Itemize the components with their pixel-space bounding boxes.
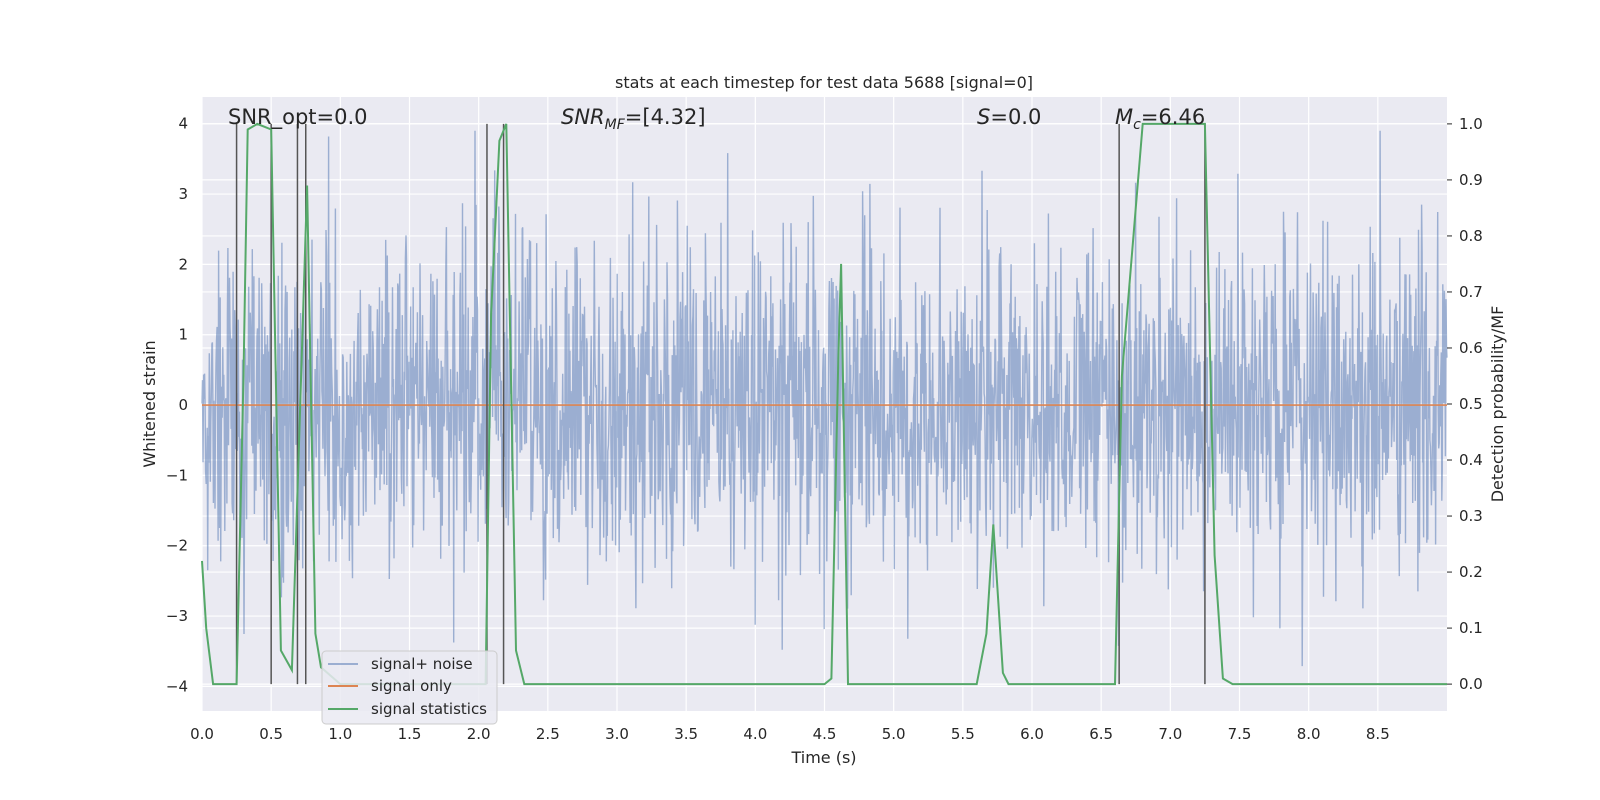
x-tick-label: 5.0 (882, 725, 906, 743)
signal-statistics-trace (201, 122, 1447, 686)
y-right-tick-label: 0.1 (1459, 619, 1483, 637)
vertical-marker-lines (235, 123, 1206, 685)
legend-label-signal-only: signal only (371, 677, 452, 695)
x-tick-label: 3.0 (605, 725, 629, 743)
annotation-mc: Mc=6.46 (1115, 105, 1205, 133)
y-left-tick-label: 2 (178, 255, 188, 273)
y-right-tick-label: 0.6 (1459, 339, 1483, 357)
y-right-tick-label: 0.9 (1459, 171, 1483, 189)
x-tick-label: 8.5 (1366, 725, 1390, 743)
x-tick-label: 1.0 (328, 725, 352, 743)
x-tick-label: 5.5 (951, 725, 975, 743)
x-axis-ticks: 0.0 0.5 1.0 1.5 2.0 2.5 3.0 3.5 4.0 4.5 5.0 5.5 6.0 6… (190, 725, 1390, 743)
y-right-tick-label: 0.3 (1459, 507, 1483, 525)
y-right-tick-label: 0.0 (1459, 675, 1483, 693)
legend: signal+ noise signal only signal statist… (321, 650, 498, 725)
y-right-tick-label: 0.2 (1459, 563, 1483, 581)
annotation-snr-opt: SNR_opt=0.0 (228, 105, 368, 130)
x-tick-label: 7.5 (1228, 725, 1252, 743)
y-right-tick-label: 1.0 (1459, 115, 1483, 133)
y-left-tick-label: 3 (178, 185, 188, 203)
y-right-tick-label: 0.4 (1459, 451, 1483, 469)
chart-title: stats at each timestep for test data 568… (615, 73, 1033, 92)
x-tick-label: 0.0 (190, 725, 214, 743)
y-left-tick-label: −3 (166, 607, 188, 625)
x-tick-label: 8.0 (1297, 725, 1321, 743)
y-left-tick-label: 4 (178, 115, 188, 133)
signal-plus-noise-line (201, 130, 1448, 667)
y-right-axis-label: Detection probability/MF (1488, 306, 1507, 503)
x-tick-label: 4.5 (813, 725, 837, 743)
y-right-tick-label: 0.5 (1459, 395, 1483, 413)
x-tick-label: 6.5 (1089, 725, 1113, 743)
annotation-snr-mf: SNRMF=[4.32] (561, 105, 706, 133)
signal-statistics-line (201, 122, 1447, 686)
y-left-tick-label: −4 (166, 677, 188, 695)
x-tick-label: 7.0 (1158, 725, 1182, 743)
y-left-tick-label: 1 (178, 326, 188, 344)
y-left-axis-ticks: −4 −3 −2 −1 0 1 2 3 4 (166, 115, 188, 696)
x-tick-label: 2.5 (536, 725, 560, 743)
y-left-tick-label: −1 (166, 466, 188, 484)
y-left-tick-label: 0 (178, 396, 188, 414)
x-axis-label: Time (s) (790, 748, 856, 767)
legend-label-signal-noise: signal+ noise (371, 655, 473, 673)
x-tick-label: 4.0 (743, 725, 767, 743)
x-tick-label: 0.5 (259, 725, 283, 743)
signal-plus-noise-trace (201, 130, 1448, 667)
y-left-tick-label: −2 (166, 537, 188, 555)
x-tick-label: 3.5 (674, 725, 698, 743)
annotation-s: S=0.0 (977, 105, 1041, 129)
legend-label-signal-statistics: signal statistics (371, 700, 487, 718)
x-tick-label: 2.0 (467, 725, 491, 743)
y-left-axis-label: Whitened strain (140, 340, 159, 467)
y-right-tick-label: 0.8 (1459, 227, 1483, 245)
y-right-tick-label: 0.7 (1459, 283, 1483, 301)
x-tick-label: 6.0 (1020, 725, 1044, 743)
x-tick-label: 1.5 (398, 725, 422, 743)
y-right-axis-ticks: 0.0 0.1 0.2 0.3 0.4 0.5 0.6 0.7 0.8 0.9 1.0 (1447, 115, 1483, 693)
legend-box (321, 650, 498, 725)
